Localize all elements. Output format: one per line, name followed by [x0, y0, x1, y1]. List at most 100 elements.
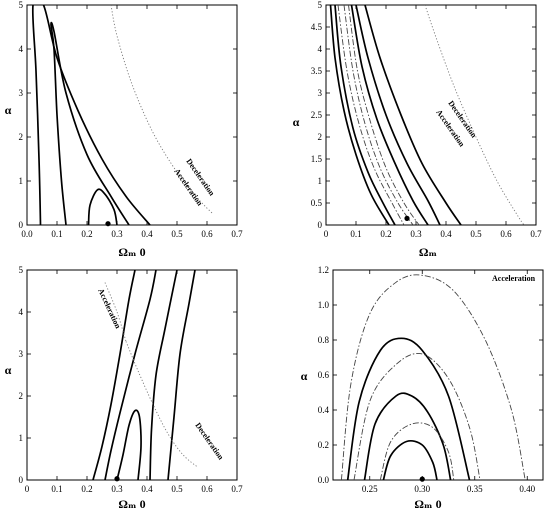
x-tick-label: 0.7 [231, 229, 243, 239]
y-tick-label: 1.5 [311, 154, 323, 164]
y-tick-label: 1.2 [318, 265, 329, 275]
x-tick-label: 0.30 [414, 484, 430, 494]
contour-line-solid [104, 270, 157, 480]
contour-line-solid [346, 337, 471, 480]
contour-line-solid [364, 5, 462, 225]
x-tick-label: 0.3 [410, 229, 422, 239]
best-fit-point [404, 215, 410, 221]
y-tick-label: 0.5 [311, 198, 323, 208]
y-tick-label: 1 [19, 176, 24, 186]
y-tick-label: 0.2 [318, 440, 329, 450]
y-tick-label: 0.6 [318, 370, 330, 380]
x-tick-labels: 0.0 0.1 0.2 0.3 0.4 0.5 0.6 0.7 [21, 5, 243, 239]
contour-line-solid [363, 392, 452, 480]
x-tick-label: 0 [324, 229, 329, 239]
x-tick-label: 0.4 [141, 229, 153, 239]
y-tick-label: 2.5 [311, 110, 323, 120]
y-axis-label: α [293, 115, 300, 129]
x-tick-labels: 0.25 0.30 0.35 0.40 [362, 270, 536, 494]
y-tick-label: 0 [318, 220, 323, 230]
best-fit-point [105, 221, 111, 227]
x-axis-label: Ωₘ 0 [414, 497, 441, 511]
contour-line-solid [92, 270, 136, 480]
y-tick-label: 3 [318, 88, 323, 98]
y-tick-label: 3.5 [311, 66, 323, 76]
x-tick-label: 0 [25, 484, 30, 494]
x-tick-label: 0.5 [171, 229, 183, 239]
contour-line-dashdot [340, 274, 526, 480]
y-tick-label: 1.0 [318, 300, 330, 310]
contour-line-solid [334, 5, 396, 225]
y-tick-labels: 0.0 0.2 0.4 0.6 0.8 1.0 1.2 [318, 265, 543, 485]
x-tick-label: 0.7 [231, 484, 243, 494]
x-tick-label: 0.1 [350, 229, 361, 239]
series-layer [340, 274, 526, 482]
x-tick-label: 0.6 [201, 229, 213, 239]
x-tick-label: 0.40 [519, 484, 535, 494]
y-tick-label: 4.5 [311, 22, 323, 32]
x-tick-label: 0.5 [470, 229, 482, 239]
x-axis-label: Ωₘ 0 [118, 497, 145, 511]
y-tick-label: 5 [19, 0, 24, 10]
y-tick-label: 5 [19, 265, 24, 275]
contour-line-solid [31, 5, 151, 225]
transition-boundary-dotted [125, 341, 199, 468]
y-axis-label: α [301, 369, 308, 383]
x-tick-label: 0.3 [111, 484, 123, 494]
plot-frame [26, 269, 238, 481]
contour-line-solid [167, 270, 196, 480]
y-tick-label: 4 [318, 44, 323, 54]
transition-boundary-dotted [424, 5, 525, 225]
annotation-deceleration: Deceleration [193, 421, 225, 462]
y-tick-label: 2 [318, 132, 323, 142]
y-tick-label: 2 [19, 391, 24, 401]
contour-line-solid [350, 5, 429, 225]
annotation-acceleration: Acceleration [96, 287, 123, 330]
y-tick-label: 3 [19, 88, 24, 98]
chart-panel-bottom-right: 0.25 0.30 0.35 0.40 0.0 0.2 0.4 0.6 0.8 1.0 1.2 Ω… [301, 265, 544, 511]
x-tick-label: 0.1 [51, 229, 62, 239]
x-tick-label: 0.6 [500, 229, 512, 239]
contour-line-solid [116, 409, 142, 480]
contour-line-solid [355, 5, 441, 225]
x-tick-label: 0.4 [141, 484, 153, 494]
contour-line-dashdot [348, 5, 420, 225]
y-tick-label: 4 [19, 307, 24, 317]
transition-boundary-dotted [110, 5, 214, 215]
y-tick-label: 0 [19, 220, 24, 230]
x-tick-label: 0.3 [111, 229, 123, 239]
x-tick-label: 0.6 [201, 484, 213, 494]
y-tick-label: 0.8 [318, 335, 330, 345]
y-tick-label: 1 [19, 433, 24, 443]
x-tick-label: 0.7 [530, 229, 542, 239]
contour-line-solid [382, 439, 438, 480]
y-tick-labels: 0 1 2 3 4 5 [19, 0, 237, 230]
y-tick-label: 0 [19, 475, 24, 485]
contour-line-solid [149, 270, 178, 480]
y-axis-label: α [5, 103, 12, 117]
x-tick-label: 0.35 [467, 484, 483, 494]
y-tick-label: 2 [19, 132, 24, 142]
annotation-acceleration: Acceleration [492, 274, 536, 283]
x-tick-label: 0.2 [380, 229, 391, 239]
x-axis-label: Ωₘ 0 [118, 245, 145, 259]
x-tick-label: 0.4 [440, 229, 452, 239]
x-tick-label: 0.2 [81, 484, 92, 494]
y-tick-labels: 0 0.5 1 1.5 2 2.5 3 3.5 4 4.5 5 [311, 0, 536, 230]
x-tick-labels: 0 0.1 0.2 0.3 0.4 0.5 0.6 0.7 [324, 5, 542, 239]
y-tick-label: 1 [318, 176, 323, 186]
plot-frame [26, 4, 238, 226]
series-layer [329, 5, 525, 225]
y-tick-label: 0.0 [318, 475, 330, 485]
contour-line-solid [50, 21, 130, 225]
x-tick-label: 0.25 [362, 484, 378, 494]
y-tick-label: 0.4 [318, 405, 330, 415]
y-axis-label: α [5, 363, 12, 377]
series-layer [31, 5, 214, 227]
x-tick-label: 0.2 [81, 229, 92, 239]
chart-panel-bottom-left: 0 0.1 0.2 0.3 0.4 0.5 0.6 0.7 0 1 2 3 4 5 Ωₘ 0 α Acc… [5, 265, 243, 511]
series-layer [92, 270, 199, 482]
chart-panel-top-right: 0 0.1 0.2 0.3 0.4 0.5 0.6 0.7 0 0.5 1 1.5 2 2.5 3 3.5 4… [293, 0, 542, 259]
